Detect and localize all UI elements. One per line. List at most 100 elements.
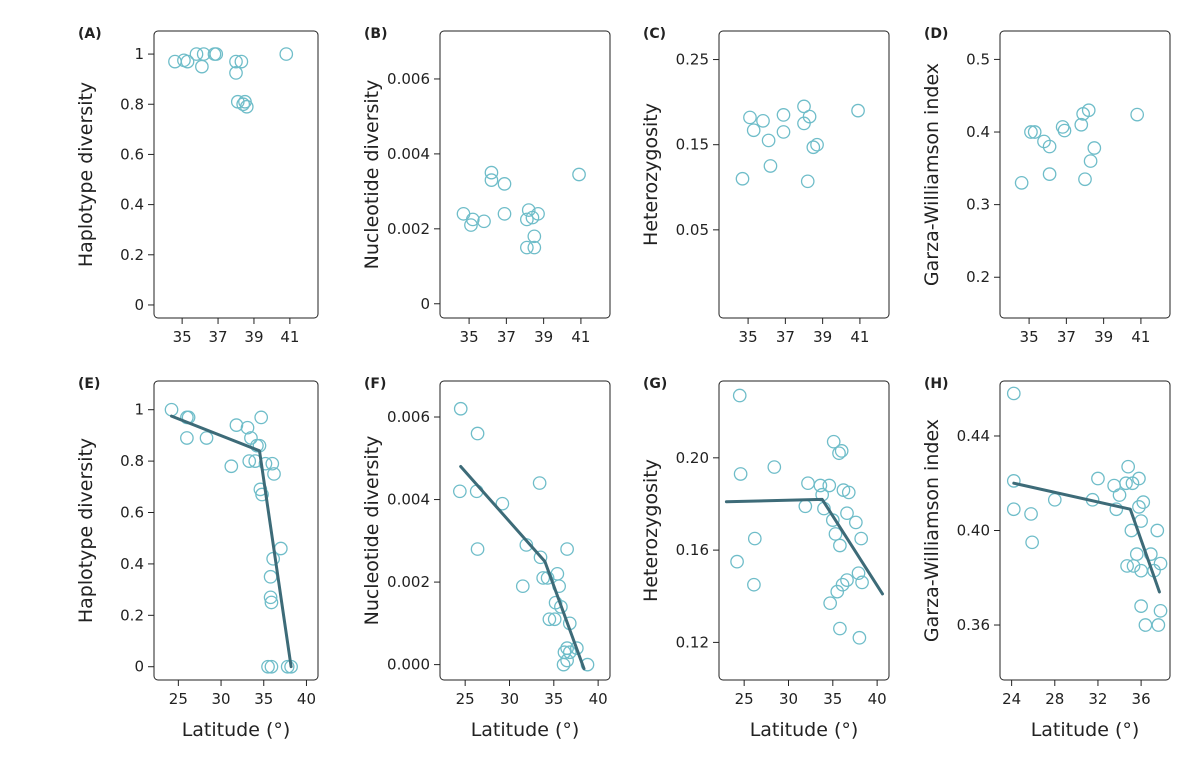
y-tick-label: 0.16 xyxy=(676,541,709,559)
data-point xyxy=(747,531,762,546)
data-point xyxy=(1119,476,1133,491)
data-point xyxy=(560,641,574,655)
y-tick-label: 0.12 xyxy=(676,633,709,651)
x-tick-label: 40 xyxy=(589,690,608,708)
data-point xyxy=(1129,547,1144,561)
data-point xyxy=(1109,502,1124,517)
data-point xyxy=(532,476,547,490)
data-point xyxy=(1130,107,1145,122)
data-point xyxy=(1024,507,1038,521)
data-point xyxy=(164,402,179,417)
plot-frame xyxy=(439,30,611,319)
y-tick-label: 0.8 xyxy=(120,95,144,113)
data-point xyxy=(851,566,866,581)
y-tick-label: 0.002 xyxy=(387,573,430,591)
data-point xyxy=(800,174,815,189)
plot-frame xyxy=(718,30,890,319)
y-tick-label: 0.05 xyxy=(676,221,709,239)
data-point xyxy=(1081,103,1096,118)
x-tick-label: 35 xyxy=(544,690,563,708)
data-point xyxy=(1153,603,1168,618)
data-point xyxy=(531,206,545,221)
data-point xyxy=(732,388,747,403)
plot-frame xyxy=(439,380,611,681)
y-tick-label: 0.006 xyxy=(387,70,430,88)
data-point xyxy=(266,551,281,566)
panel-label: (E) xyxy=(78,376,100,392)
data-point xyxy=(1132,500,1146,514)
data-point xyxy=(554,599,568,614)
data-point xyxy=(854,531,869,546)
data-point xyxy=(562,645,577,660)
y-tick-label: 1 xyxy=(134,45,144,63)
data-point xyxy=(746,123,761,138)
x-tick-label: 35 xyxy=(823,690,842,708)
data-point xyxy=(1042,139,1057,154)
panel-label: (D) xyxy=(924,26,948,42)
y-tick-label: 0 xyxy=(134,658,144,676)
plot-frame xyxy=(718,380,890,681)
data-point xyxy=(1074,117,1089,132)
x-axis-label: Latitude (°) xyxy=(1031,719,1140,741)
data-point xyxy=(855,575,869,590)
data-point xyxy=(572,167,586,182)
plot-frame xyxy=(153,380,319,681)
chart-panel-6: (F) 25 30 35 40 0.000 0.002 0.004 0.006Nucleotid… xyxy=(361,376,611,741)
x-tick-label: 25 xyxy=(735,690,754,708)
x-tick-label: 39 xyxy=(813,328,832,346)
data-point xyxy=(470,542,485,556)
y-axis-label: Heterozygosity xyxy=(640,459,662,602)
y-tick-label: 0.4 xyxy=(120,196,144,214)
x-tick-label: 25 xyxy=(169,690,188,708)
x-tick-label: 30 xyxy=(212,690,231,708)
data-point xyxy=(465,212,480,227)
data-point xyxy=(840,573,854,587)
y-tick-label: 0.25 xyxy=(676,51,709,69)
x-tick-label: 35 xyxy=(254,690,273,708)
panel-label: (B) xyxy=(364,26,387,42)
data-point xyxy=(224,459,239,474)
y-axis-label: Nucleotide diversity xyxy=(361,80,383,270)
x-axis-label: Latitude (°) xyxy=(750,719,859,741)
y-tick-label: 0.36 xyxy=(957,616,990,634)
data-point xyxy=(767,460,782,474)
data-point xyxy=(1027,125,1042,139)
data-point xyxy=(1150,523,1165,538)
data-point xyxy=(1014,176,1029,190)
data-point xyxy=(830,584,845,599)
data-point xyxy=(527,229,542,244)
y-tick-label: 0 xyxy=(420,295,430,313)
data-point xyxy=(527,240,542,255)
data-point xyxy=(743,110,757,125)
data-point xyxy=(556,657,571,672)
data-point xyxy=(841,485,856,500)
data-point xyxy=(1087,141,1102,155)
chart-panel-8: (H) 24 28 32 36 0.36 0.40 0.44 Garza-Williamson … xyxy=(921,376,1171,741)
data-point xyxy=(264,595,279,610)
data-point xyxy=(239,99,254,114)
data-point xyxy=(236,97,251,112)
data-point xyxy=(834,444,849,458)
data-point xyxy=(849,515,863,530)
data-point xyxy=(798,499,813,514)
data-point xyxy=(542,612,557,627)
y-tick-label: 0.2 xyxy=(966,268,990,286)
plot-frame xyxy=(999,30,1171,319)
data-point xyxy=(835,577,850,592)
data-point xyxy=(735,171,750,186)
data-point xyxy=(776,108,791,122)
x-axis-label: Latitude (°) xyxy=(471,719,580,741)
x-axis-label: Latitude (°) xyxy=(182,719,291,741)
chart-panel-5: (E) 25 30 35 40 0 0.2 0.4 0.6 0.8 1 Haplotype diver… xyxy=(75,376,319,741)
y-tick-label: 0.2 xyxy=(120,606,144,624)
panel-label: (C) xyxy=(643,26,666,42)
plot-frame xyxy=(153,30,319,319)
data-point xyxy=(456,206,471,221)
data-point xyxy=(452,484,467,499)
data-point xyxy=(258,456,273,471)
data-point xyxy=(189,47,204,61)
data-point xyxy=(229,66,243,80)
data-point xyxy=(776,125,791,139)
y-axis-label: Garza-Williamson index xyxy=(921,419,943,642)
data-point xyxy=(1006,474,1021,488)
